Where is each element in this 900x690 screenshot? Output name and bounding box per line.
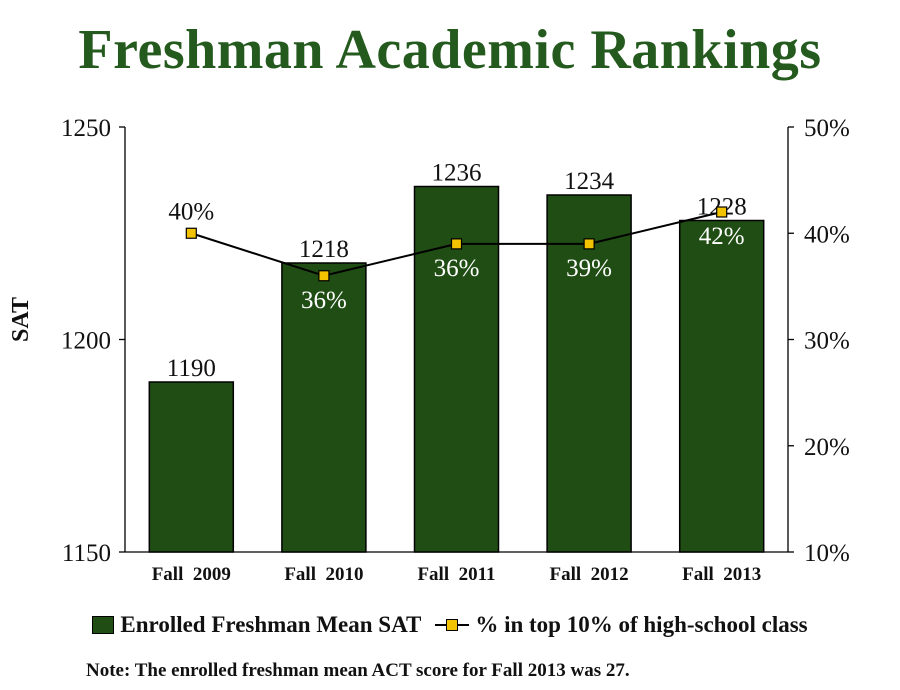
line-marker (450, 238, 463, 250)
line-marker (318, 270, 330, 282)
x-tick-label: Fall 2012 (550, 564, 629, 585)
bar-value-label: 1218 (299, 236, 349, 263)
bar-value-label: 1236 (432, 160, 482, 187)
y2-tick-label: 20% (804, 434, 850, 461)
legend-item-top10: % in top 10% of high-school class (435, 612, 808, 638)
x-tick-label: Fall 2010 (284, 564, 363, 585)
bar (678, 219, 765, 553)
legend-line-label: % in top 10% of high-school class (475, 612, 808, 637)
line-value-label: 36% (301, 287, 347, 314)
line-value-label: 40% (168, 198, 214, 225)
bar-value-label: 1190 (167, 355, 216, 382)
footnote: Note: The enrolled freshman mean ACT sco… (86, 660, 630, 681)
bar (546, 194, 632, 553)
bar-value-label: 1234 (564, 168, 615, 195)
y2-tick-label: 40% (804, 221, 850, 248)
bar (148, 381, 235, 553)
y2-tick-label: 30% (804, 328, 850, 355)
y-tick-label: 1200 (61, 328, 111, 355)
y-tick-label: 1250 (61, 115, 111, 142)
y-axis-title: SAT (8, 297, 34, 342)
legend-item-sat: Enrolled Freshman Mean SAT (92, 612, 421, 638)
x-tick-label: Fall 2009 (152, 564, 231, 585)
x-tick-label: Fall 2013 (682, 564, 761, 585)
line-marker (716, 206, 728, 218)
y2-tick-label: 10% (804, 540, 850, 567)
chart-title: Freshman Academic Rankings (78, 19, 822, 81)
line-marker (583, 238, 595, 250)
line-value-label: 39% (566, 255, 612, 282)
line-value-label: 36% (434, 255, 480, 282)
y2-tick-label: 50% (804, 115, 850, 142)
legend-line-swatch (435, 616, 470, 634)
line-value-label: 42% (699, 223, 745, 250)
legend: Enrolled Freshman Mean SAT % in top 10% … (0, 612, 900, 638)
y-tick-label: 1150 (62, 540, 111, 567)
x-tick-label: Fall 2011 (417, 564, 495, 585)
bar (281, 262, 367, 553)
legend-bar-label: Enrolled Freshman Mean SAT (120, 612, 422, 637)
legend-bar-swatch (92, 616, 115, 634)
line-marker (185, 227, 197, 239)
